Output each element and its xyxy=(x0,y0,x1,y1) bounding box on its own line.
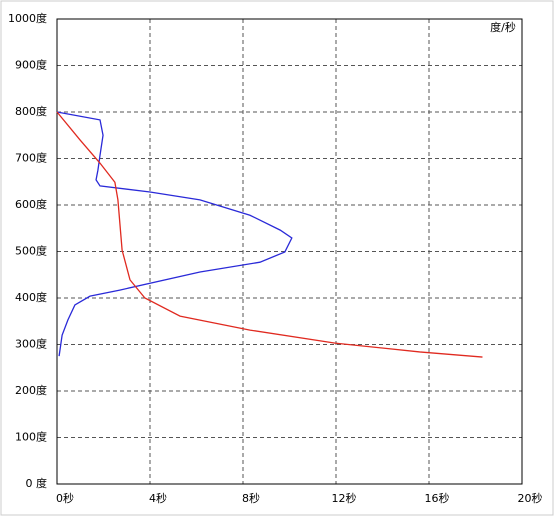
x-tick-label: 20秒 xyxy=(518,491,543,505)
series-line xyxy=(56,111,293,357)
y-tick-label: 700度 xyxy=(15,151,47,165)
x-tick-label: 12秒 xyxy=(332,491,357,505)
y-tick-label: 800度 xyxy=(15,104,47,118)
y-tick-label: 900度 xyxy=(15,58,47,72)
y-tick-label: 600度 xyxy=(15,197,47,211)
x-tick-label: 0秒 xyxy=(56,491,74,505)
x-tick-label: 4秒 xyxy=(149,491,167,505)
series-line xyxy=(56,111,483,358)
y-tick-label: 1000度 xyxy=(8,11,47,25)
unit-label: 度/秒 xyxy=(490,20,516,34)
x-tick-label: 8秒 xyxy=(242,491,260,505)
x-tick-label: 16秒 xyxy=(425,491,450,505)
y-tick-label: 500度 xyxy=(15,244,47,258)
y-tick-label: 0 度 xyxy=(26,476,48,490)
y-tick-label: 100度 xyxy=(15,430,47,444)
y-tick-label: 400度 xyxy=(15,290,47,304)
y-tick-label: 300度 xyxy=(15,337,47,351)
y-tick-label: 200度 xyxy=(15,383,47,397)
plot-border xyxy=(56,18,523,485)
